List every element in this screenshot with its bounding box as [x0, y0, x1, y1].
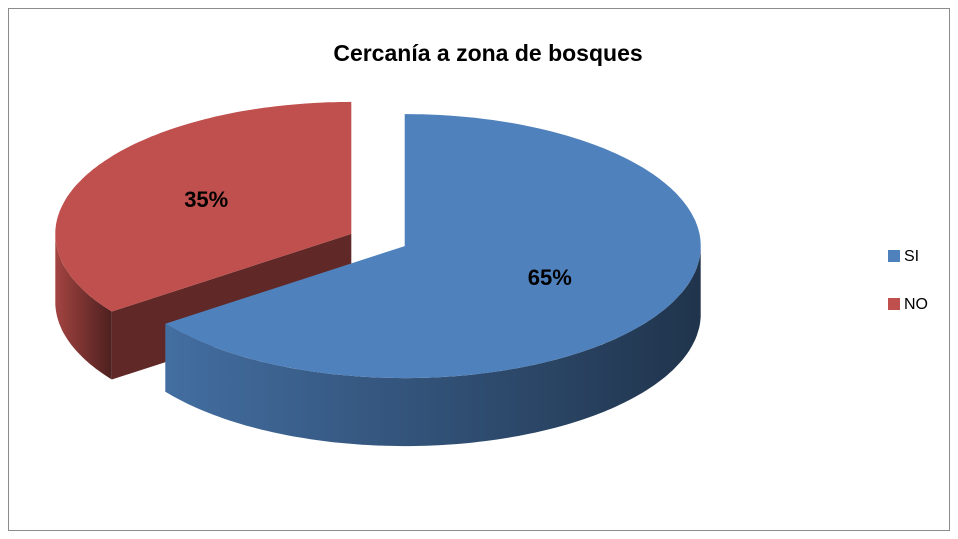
legend-label: SI [904, 248, 919, 265]
chart-title: Cercanía a zona de bosques [333, 40, 642, 66]
data-label: 35% [184, 187, 228, 212]
data-label: 65% [528, 265, 572, 290]
legend-label: NO [904, 296, 928, 313]
slice-top [165, 114, 701, 379]
slice-wall [165, 246, 701, 447]
slice [165, 114, 701, 447]
slice-top [55, 101, 352, 312]
legend-swatch [888, 250, 900, 262]
slice-wall [55, 233, 112, 380]
legend-swatch [888, 298, 900, 310]
